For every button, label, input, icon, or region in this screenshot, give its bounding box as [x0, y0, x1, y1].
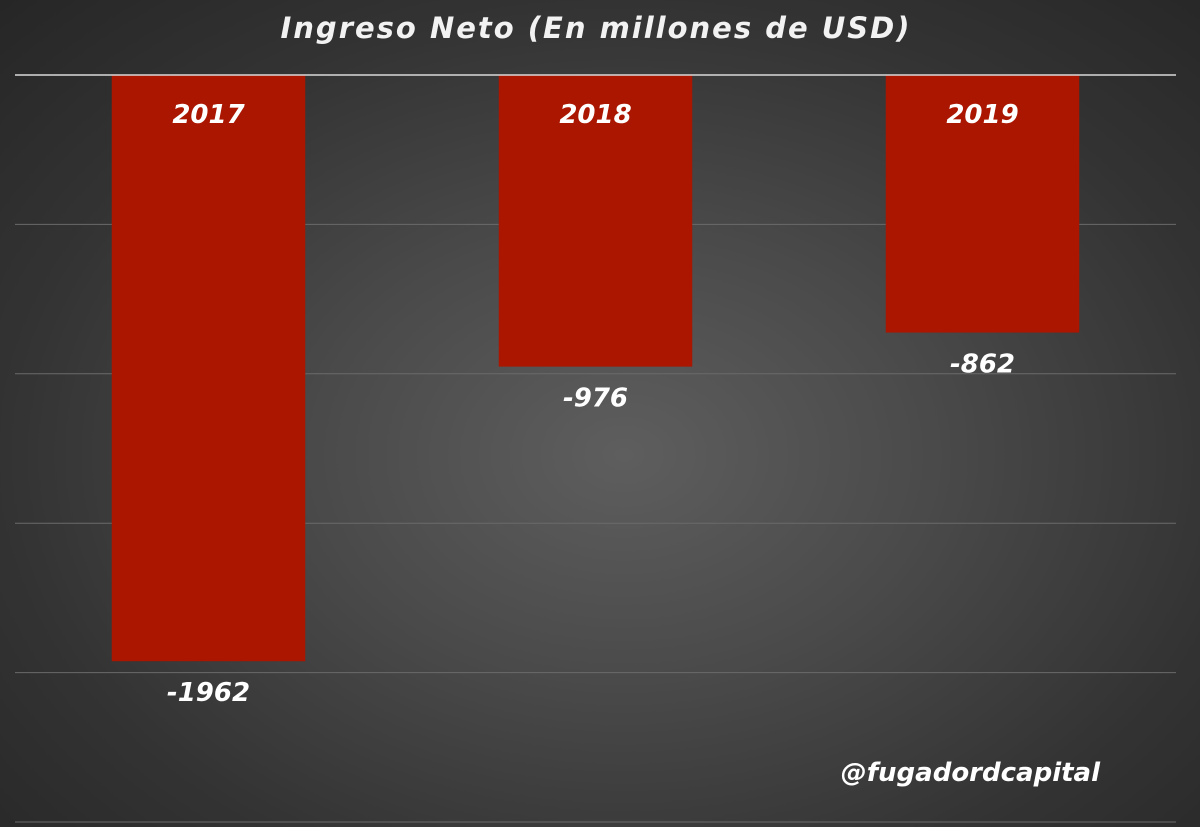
bar-2018 [498, 75, 693, 367]
value-label-2018: -976 [563, 384, 628, 414]
watermark-text: @fugadordcapital [841, 758, 1101, 788]
chart-title: Ingreso Neto (En millones de USD) [281, 11, 912, 45]
value-label-2017: -1962 [167, 678, 250, 708]
bars-layer [111, 75, 1080, 662]
category-label-2019: 2019 [946, 100, 1018, 130]
category-label-2018: 2018 [559, 100, 631, 130]
bar-2017 [111, 75, 306, 662]
labels-layer: 2017 -1962 2018 -976 2019 -862 [167, 100, 1019, 708]
category-label-2017: 2017 [172, 100, 245, 130]
value-label-2019: -862 [950, 350, 1015, 380]
bar-2019 [885, 75, 1080, 333]
